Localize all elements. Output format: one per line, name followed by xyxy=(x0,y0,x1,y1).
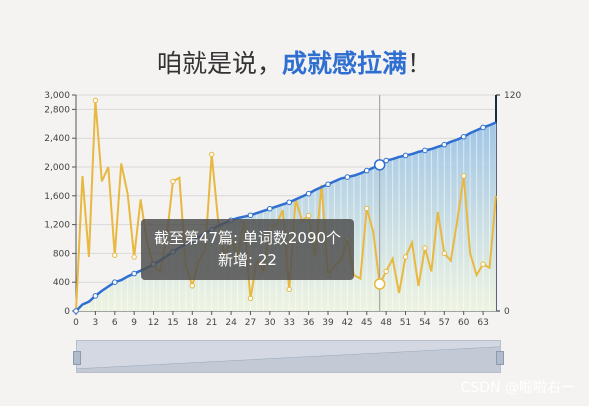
x-tick-label: 45 xyxy=(361,318,372,328)
new-words-point xyxy=(112,252,118,258)
x-tick-label: 51 xyxy=(400,318,411,328)
new-words-point xyxy=(189,283,196,289)
x-tick-label: 42 xyxy=(342,318,353,328)
x-tick-label: 15 xyxy=(167,318,178,328)
x-tick-label: 54 xyxy=(419,318,431,328)
tooltip-line-1: 截至第47篇: 单词数2090个 xyxy=(153,229,342,247)
new-words-point xyxy=(364,205,370,212)
y-left-tick-label: 1,600 xyxy=(44,192,70,202)
cumulative-point xyxy=(73,308,79,314)
new-words-point xyxy=(170,178,176,185)
title-part-1: 咱就是说， xyxy=(156,49,282,78)
new-words-point xyxy=(402,254,409,260)
x-tick-label: 21 xyxy=(206,318,217,328)
x-tick-label: 63 xyxy=(477,318,488,328)
zoom-preview xyxy=(77,346,500,372)
x-tick-label: 12 xyxy=(148,318,159,328)
cumulative-point xyxy=(92,293,99,299)
cumulative-point xyxy=(325,181,331,188)
x-tick-label: 30 xyxy=(264,318,276,328)
x-tick-label: 48 xyxy=(380,318,392,328)
cumulative-point xyxy=(267,205,273,212)
cumulative-point xyxy=(480,124,486,131)
new-words-point xyxy=(247,295,254,302)
chart-title: 咱就是说，成就感拉满！ xyxy=(0,44,589,80)
cumulative-point xyxy=(383,157,389,164)
x-tick-label: 33 xyxy=(284,318,295,328)
x-tick-label: 27 xyxy=(245,318,256,328)
title-highlight: 成就感拉满 xyxy=(281,49,407,78)
cumulative-point xyxy=(460,133,467,140)
y-right-tick-label: 0 xyxy=(504,307,510,317)
cumulative-point xyxy=(402,152,409,159)
y-left-tick-label: 2,000 xyxy=(44,163,70,173)
y-left-tick-label: 800 xyxy=(53,249,70,259)
x-tick-label: 6 xyxy=(112,318,118,328)
tooltip: 截至第47篇: 单词数2090个 新增: 22 xyxy=(141,219,354,280)
new-words-point xyxy=(208,151,215,158)
new-words-point xyxy=(441,250,448,257)
cumulative-point xyxy=(422,147,428,154)
watermark: CSDN @啦啦右一 xyxy=(460,380,575,396)
pointer-cumulative-point xyxy=(373,159,386,171)
cumulative-point xyxy=(305,190,312,197)
cumulative-point xyxy=(363,167,370,174)
x-tick-label: 24 xyxy=(225,318,237,328)
y-left-tick-label: 3,000 xyxy=(44,91,70,101)
x-tick-label: 36 xyxy=(303,318,315,328)
new-words-point xyxy=(460,173,467,179)
new-words-point xyxy=(131,254,137,260)
zoom-handle-right[interactable] xyxy=(496,351,504,365)
title-part-3: ！ xyxy=(407,49,433,78)
y-left-tick-label: 2,800 xyxy=(44,105,70,115)
new-words-point xyxy=(305,212,312,219)
x-tick-label: 9 xyxy=(131,318,137,328)
x-tick-label: 57 xyxy=(439,318,450,328)
x-tick-label: 60 xyxy=(458,318,470,328)
y-left-tick-label: 0 xyxy=(64,307,70,317)
y-left-tick-label: 1,200 xyxy=(44,221,70,231)
cumulative-point xyxy=(131,270,137,277)
hover-pointer xyxy=(373,95,386,311)
new-words-point xyxy=(286,286,292,293)
y-left-tick-label: 2,400 xyxy=(44,134,70,144)
zoom-handle-left[interactable] xyxy=(73,351,81,365)
axes: 0 400 800 1,200 1,600 2,000 2,400 2,800 3,000 0 12… xyxy=(44,91,521,328)
cumulative-point xyxy=(247,212,254,219)
x-tick-label: 3 xyxy=(93,318,99,328)
cumulative-point xyxy=(286,199,293,206)
x-tick-label: 18 xyxy=(187,318,199,328)
pointer-new-point xyxy=(373,278,386,290)
cumulative-point xyxy=(441,141,448,148)
x-tick-label: 39 xyxy=(322,318,334,328)
new-words-point xyxy=(383,268,389,275)
new-words-point xyxy=(92,97,99,104)
cumulative-point xyxy=(344,174,351,180)
tooltip-line-2: 新增: 22 xyxy=(218,251,277,269)
new-words-point xyxy=(480,261,486,267)
y-left-tick-label: 400 xyxy=(53,278,70,288)
new-words-point xyxy=(422,245,428,251)
y-right-tick-label: 120 xyxy=(504,91,521,101)
data-zoom-slider[interactable] xyxy=(73,340,504,373)
x-tick-label: 0 xyxy=(73,318,79,328)
cumulative-point xyxy=(111,279,118,286)
